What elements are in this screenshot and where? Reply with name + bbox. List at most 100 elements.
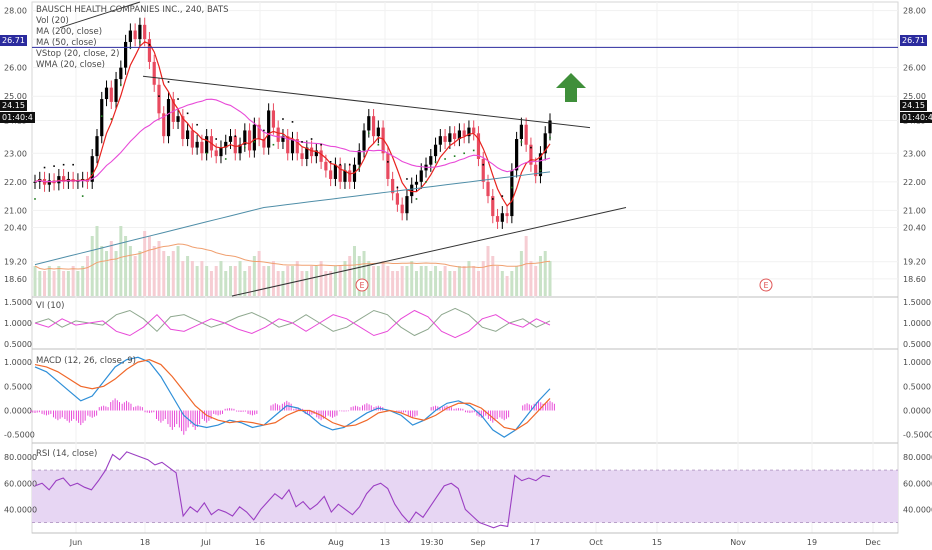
candle-body <box>290 139 295 154</box>
x-tick-label: 15 <box>652 538 662 547</box>
y-tick-label-right: 25.00 <box>903 92 926 101</box>
legend-item-vstop[interactable]: VStop (20, close, 2) <box>36 49 120 59</box>
candle-body <box>381 127 385 154</box>
volume-bar <box>195 266 199 296</box>
volume-bar <box>395 271 399 296</box>
x-tick-label: 18 <box>140 538 150 547</box>
vstop-dot <box>186 112 189 115</box>
volume-bar <box>438 271 442 296</box>
candle-body <box>100 99 104 137</box>
volume-bar <box>128 246 132 296</box>
candle-body <box>267 110 271 148</box>
candle-body <box>252 124 256 151</box>
candle-body <box>319 150 323 162</box>
candle-body <box>476 133 481 159</box>
volume-bar <box>176 246 180 296</box>
volume-bar <box>500 271 504 296</box>
y-tick-label-left: 20.40 <box>4 223 27 232</box>
candle-body <box>228 136 233 142</box>
candle-body <box>214 150 218 157</box>
candle-body <box>410 184 414 197</box>
volume-bar <box>329 271 333 296</box>
vstop-dot <box>415 198 418 200</box>
vstop-dot <box>62 163 65 166</box>
volume-bar <box>286 266 290 296</box>
vstop-dot <box>453 155 456 157</box>
vi-tick-left: 0.5000 <box>4 340 32 349</box>
candle-body <box>171 99 175 122</box>
candle-body <box>448 133 452 142</box>
y-tick-label-right: 21.00 <box>903 206 926 215</box>
x-tick-label: 19:30 <box>420 538 443 547</box>
vi-tick-right: 1.0000 <box>903 319 931 328</box>
vstop-dot <box>139 41 141 43</box>
legend-item-ma50[interactable]: MA (50, close) <box>36 38 97 48</box>
rsi-tick-right: 80.0000 <box>903 453 932 462</box>
macd-tick-left: -0.5000 <box>4 431 35 440</box>
candle-body <box>185 130 190 140</box>
rsi-legend: RSI (14, close) <box>36 449 97 460</box>
candle-body <box>138 24 142 40</box>
candle-body <box>305 147 309 159</box>
earnings-label: E <box>359 281 364 290</box>
volume-bar <box>362 251 366 296</box>
candle-body <box>486 181 490 197</box>
volume-bar <box>138 251 142 296</box>
volume-bar <box>510 271 514 296</box>
volume-bar <box>252 256 256 296</box>
vstop-dot <box>205 152 208 155</box>
legend-item-wma[interactable]: WMA (20, close) <box>36 60 106 70</box>
volume-bar <box>534 266 538 296</box>
wma-line <box>34 41 551 207</box>
volume-bar <box>38 271 42 296</box>
legend-item-ma200[interactable]: MA (200, close) <box>36 27 103 37</box>
rsi-tick-right: 60.0000 <box>903 479 932 488</box>
volume-bar <box>434 266 438 296</box>
macd-title[interactable]: MACD (12, 26, close, 9) <box>36 356 136 366</box>
vstop-dot <box>444 158 446 160</box>
earnings-icon <box>355 278 369 292</box>
volume-bar <box>181 261 185 296</box>
candle-body <box>309 147 314 157</box>
volume-bar <box>491 256 495 296</box>
volume-bar <box>343 261 347 296</box>
volume-bar <box>472 266 476 296</box>
volume-bar <box>267 266 271 296</box>
vstop-dot <box>110 118 113 120</box>
candle-body <box>224 141 228 148</box>
rsi-title[interactable]: RSI (14, close) <box>36 449 98 459</box>
x-tick-label: Aug <box>328 538 344 547</box>
volume-bar <box>81 266 85 296</box>
vstop-dot <box>358 166 361 169</box>
candle-body <box>143 24 147 40</box>
candle-body <box>391 178 395 194</box>
volume-bar <box>276 271 280 296</box>
volume-bar <box>548 261 552 296</box>
candle-body <box>467 127 471 137</box>
vstop-dot <box>501 195 504 197</box>
time-tag-left: 01:40:4 <box>0 112 35 123</box>
y-tick-label-left: 25.00 <box>4 92 27 101</box>
volume-bar <box>62 271 66 296</box>
candle-body <box>524 124 528 145</box>
macd-tick-left: 0.0000 <box>4 407 32 416</box>
vi-title[interactable]: VI (10) <box>36 301 65 311</box>
candle-body <box>276 127 280 142</box>
last-price-tag-left: 24.15 <box>0 100 27 111</box>
vstop-dot <box>310 138 313 140</box>
volume-bar <box>119 226 123 296</box>
candle-body <box>515 139 519 171</box>
rsi-band <box>32 470 898 523</box>
x-tick-label: 13 <box>380 538 390 547</box>
volume-bar <box>100 246 104 296</box>
macd-tick-right: 0.5000 <box>903 382 931 391</box>
rsi-line <box>34 451 551 529</box>
volume-bar <box>214 266 218 296</box>
volume-bar <box>300 271 304 296</box>
level-tag-left: 26.71 <box>0 35 27 46</box>
y-tick-label-right: 26.00 <box>903 64 926 73</box>
candle-body <box>109 87 113 102</box>
legend-item-vol[interactable]: Vol (20) <box>36 16 69 26</box>
candle-body <box>371 116 376 137</box>
volume-bar <box>257 251 261 296</box>
